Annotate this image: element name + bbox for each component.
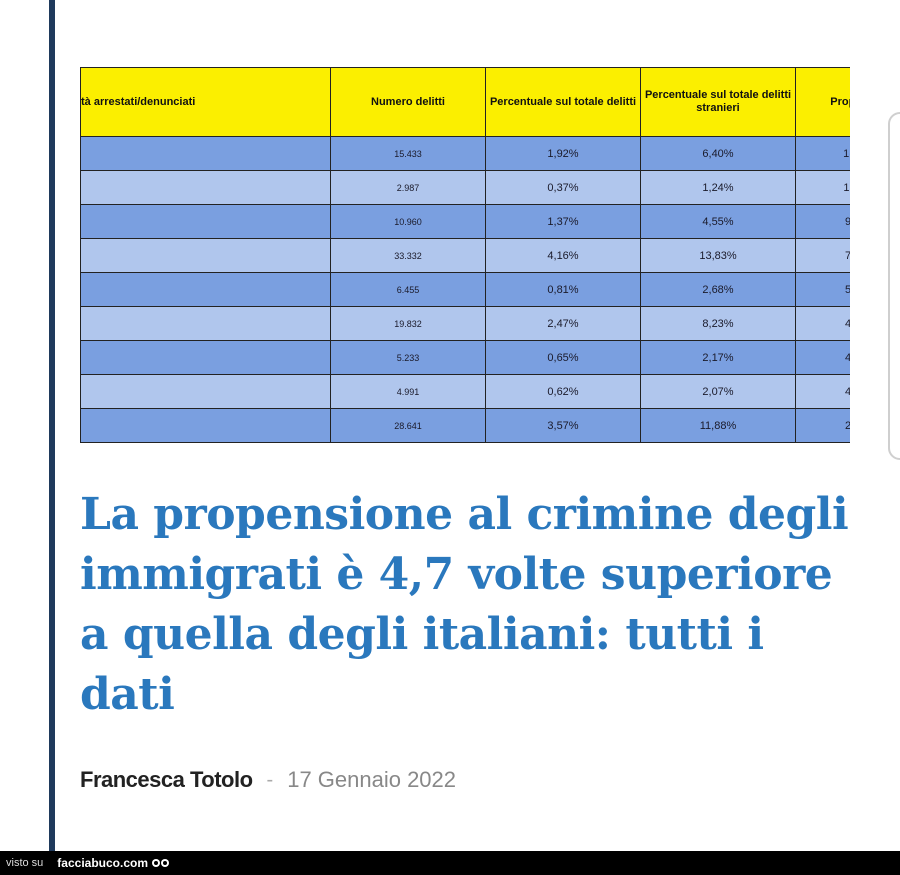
cell-propensione: 2	[795, 408, 850, 443]
data-table-image: tà arrestati/denunciati Numero delitti P…	[80, 67, 850, 447]
cell-perc-stranieri: 2,17%	[640, 340, 796, 375]
cell-numero: 10.960	[330, 204, 486, 239]
cell-category	[80, 374, 331, 409]
byline-separator: -	[266, 768, 274, 791]
visto-su-label: visto su	[6, 857, 44, 869]
cell-perc-stranieri: 13,83%	[640, 238, 796, 273]
cell-category	[80, 272, 331, 307]
cell-propensione: 4	[795, 374, 850, 409]
table-row: 4.991 0,62% 2,07% 4	[80, 374, 850, 409]
byline: Francesca Totolo - 17 Gennaio 2022	[80, 765, 456, 795]
table-row: 28.641 3,57% 11,88% 2	[80, 408, 850, 443]
cell-perc-totale: 4,16%	[485, 238, 641, 273]
crime-data-table: tà arrestati/denunciati Numero delitti P…	[80, 67, 850, 443]
cell-numero: 15.433	[330, 136, 486, 171]
cell-propensione: 5	[795, 272, 850, 307]
cell-propensione: 7	[795, 238, 850, 273]
table-row: 6.455 0,81% 2,68% 5	[80, 272, 850, 307]
cell-numero: 4.991	[330, 374, 486, 409]
cell-propensione: 1(	[795, 136, 850, 171]
table-row: 15.433 1,92% 6,40% 1(	[80, 136, 850, 171]
cell-numero: 5.233	[330, 340, 486, 375]
cell-category	[80, 306, 331, 341]
cell-numero: 19.832	[330, 306, 486, 341]
header-perc-stranieri: Percentuale sul totale delitti stranieri	[640, 67, 796, 137]
cell-perc-stranieri: 1,24%	[640, 170, 796, 205]
cell-numero: 6.455	[330, 272, 486, 307]
publish-date: 17 Gennaio 2022	[287, 767, 457, 792]
cell-category	[80, 204, 331, 239]
header-propensione: Prop ri	[795, 67, 850, 137]
carousel-scroll-indicator[interactable]	[888, 112, 900, 460]
table-row: 10.960 1,37% 4,55% 9	[80, 204, 850, 239]
cell-numero: 2.987	[330, 170, 486, 205]
article: tà arrestati/denunciati Numero delitti P…	[80, 0, 850, 851]
cell-perc-stranieri: 11,88%	[640, 408, 796, 443]
cell-perc-totale: 0,65%	[485, 340, 641, 375]
watermark-footer: visto su facciabuco.com	[0, 851, 900, 875]
header-perc-totale: Percentuale sul totale delitti	[485, 67, 641, 137]
cell-category	[80, 408, 331, 443]
cell-numero: 28.641	[330, 408, 486, 443]
cell-perc-totale: 0,81%	[485, 272, 641, 307]
eyes-icon	[152, 859, 170, 867]
table-row: 19.832 2,47% 8,23% 4	[80, 306, 850, 341]
cell-perc-totale: 0,37%	[485, 170, 641, 205]
table-row: 5.233 0,65% 2,17% 4	[80, 340, 850, 375]
left-border-rule	[49, 0, 55, 851]
article-headline[interactable]: La propensione al crimine degli immigrat…	[80, 489, 849, 720]
cell-propensione: 1!	[795, 170, 850, 205]
author-link[interactable]: Francesca Totolo	[80, 767, 253, 792]
cell-numero: 33.332	[330, 238, 486, 273]
cell-perc-stranieri: 6,40%	[640, 136, 796, 171]
cell-perc-totale: 3,57%	[485, 408, 641, 443]
cell-perc-stranieri: 4,55%	[640, 204, 796, 239]
table-row: 33.332 4,16% 13,83% 7	[80, 238, 850, 273]
brand-logo-text: facciabuco.com	[57, 856, 148, 870]
cell-perc-totale: 1,92%	[485, 136, 641, 171]
cell-propensione: 9	[795, 204, 850, 239]
cell-category	[80, 170, 331, 205]
cell-category	[80, 340, 331, 375]
eye-left-icon	[152, 859, 160, 867]
header-category: tà arrestati/denunciati	[80, 67, 331, 137]
cell-perc-totale: 2,47%	[485, 306, 641, 341]
cell-perc-stranieri: 2,07%	[640, 374, 796, 409]
header-numero-delitti: Numero delitti	[330, 67, 486, 137]
cell-category	[80, 238, 331, 273]
cell-perc-totale: 1,37%	[485, 204, 641, 239]
cell-perc-stranieri: 2,68%	[640, 272, 796, 307]
cell-category	[80, 136, 331, 171]
eye-right-icon	[161, 859, 169, 867]
cell-propensione: 4	[795, 306, 850, 341]
cell-perc-totale: 0,62%	[485, 374, 641, 409]
cell-perc-stranieri: 8,23%	[640, 306, 796, 341]
table-row: 2.987 0,37% 1,24% 1!	[80, 170, 850, 205]
table-header-row: tà arrestati/denunciati Numero delitti P…	[80, 67, 850, 137]
cell-propensione: 4	[795, 340, 850, 375]
